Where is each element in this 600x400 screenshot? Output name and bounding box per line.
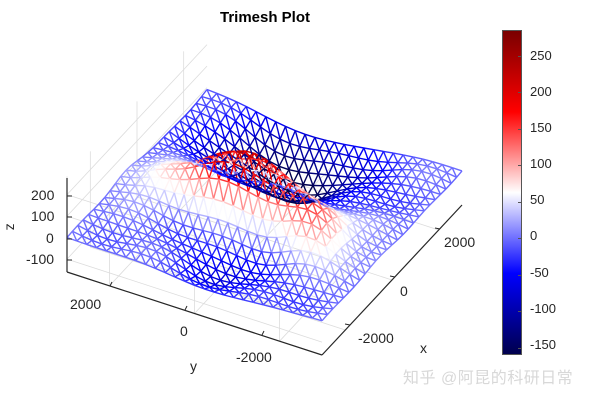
z-tick-0: 0 [46, 230, 54, 246]
colorbar-tick-200: 200 [530, 84, 552, 99]
colorbar-tick-mark [518, 238, 522, 240]
y-tick-0: 0 [180, 323, 188, 339]
colorbar-tick-50: 50 [530, 192, 545, 207]
chart-title: Trimesh Plot [219, 9, 311, 26]
colorbar-tick-mark [518, 347, 522, 349]
y-tick-2000: 2000 [70, 296, 102, 312]
z-tick-neg100: -100 [26, 251, 55, 267]
colorbar-tick-250: 250 [530, 48, 552, 63]
colorbar-tick-mark [518, 311, 522, 313]
x-tick-neg2000: -2000 [358, 330, 394, 346]
x-tick-0: 0 [400, 283, 408, 299]
y-axis-label: y [190, 358, 197, 374]
colorbar-tick-neg50: -50 [530, 265, 549, 280]
colorbar-tick-neg100: -100 [530, 301, 557, 316]
colorbar-tick-mark [518, 55, 522, 57]
colorbar-tick-0: 0 [530, 228, 538, 243]
z-axis-label: z [3, 223, 20, 231]
x-tick-2000: 2000 [444, 234, 476, 250]
trimesh-surface [66, 88, 463, 322]
colorbar [502, 30, 522, 355]
colorbar-tick-mark [518, 92, 522, 94]
x-axis-label: x [420, 340, 427, 356]
z-tick-200: 200 [31, 187, 55, 203]
colorbar-tick-mark [518, 165, 522, 167]
z-tick-100: 100 [31, 208, 55, 224]
colorbar-tick-mark [518, 201, 522, 203]
watermark: 知乎 @阿昆的科研日常 [403, 370, 574, 387]
colorbar-tick-mark [518, 274, 522, 276]
colorbar-tick-100: 100 [530, 156, 552, 171]
axis-lines [66, 178, 463, 356]
colorbar-tick-150: 150 [530, 120, 552, 135]
colorbar-tick-neg150: -150 [530, 337, 557, 352]
colorbar-tick-mark [518, 128, 522, 130]
y-tick-neg2000: -2000 [236, 349, 272, 365]
